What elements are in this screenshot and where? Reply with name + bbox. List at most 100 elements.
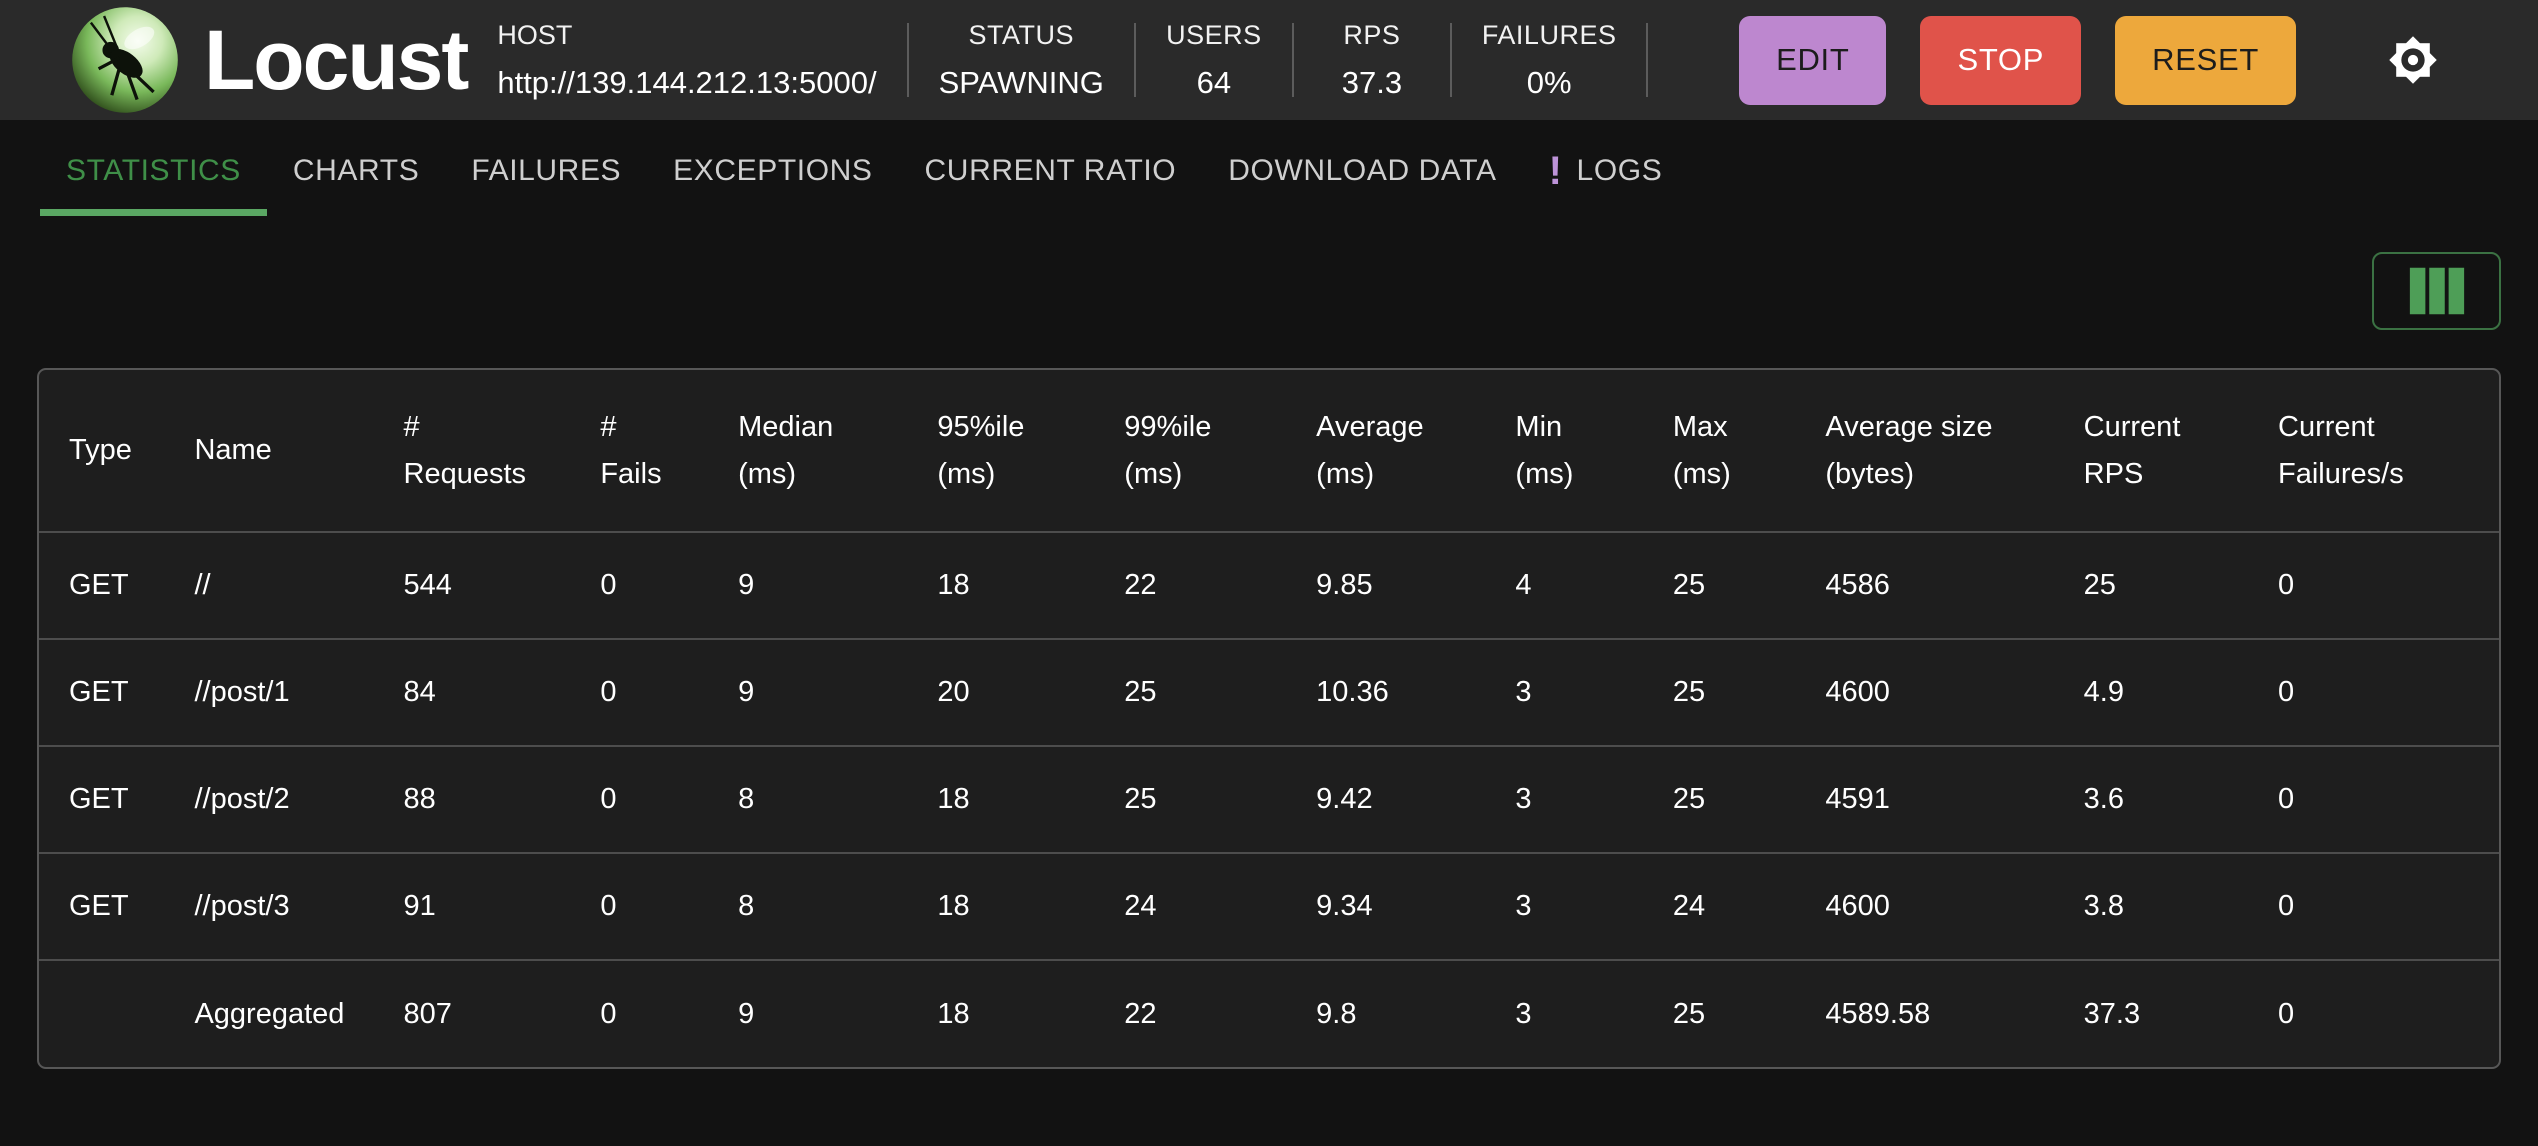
cell: 3: [1515, 783, 1532, 815]
col-header-average[interactable]: Average (ms): [1286, 370, 1485, 532]
tab-charts[interactable]: CHARTS: [267, 132, 445, 216]
col-header-line: 95%ile: [937, 410, 1025, 443]
cell: 0: [600, 890, 617, 922]
cell: 25: [1124, 676, 1157, 708]
users-value: 64: [1196, 64, 1232, 100]
divider: [906, 23, 909, 97]
rps-value: 37.3: [1341, 64, 1403, 100]
col-header-line: #: [403, 410, 420, 443]
col-header-current-rps[interactable]: Current RPS: [2054, 370, 2248, 532]
col-header-line: (ms): [937, 457, 996, 490]
col-header-line: RPS: [2083, 457, 2144, 490]
tab-current-ratio[interactable]: CURRENT RATIO: [899, 132, 1203, 216]
col-header-line: (ms): [1672, 457, 1731, 490]
locust-logo-icon: [72, 7, 178, 113]
cell: 4: [1515, 569, 1532, 601]
col-header-average-size[interactable]: Average size (bytes): [1795, 370, 2053, 532]
host-label: HOST: [497, 19, 573, 50]
col-header-requests[interactable]: # Requests: [374, 370, 571, 532]
cell: 4.9: [2083, 676, 2124, 708]
col-header-fails[interactable]: # Fails: [570, 370, 708, 532]
col-header-line: (bytes): [1825, 457, 1915, 490]
col-header-line: Average size: [1825, 410, 1993, 443]
col-header-line: Requests: [403, 457, 527, 490]
cell: 8: [738, 783, 755, 815]
tab-logs[interactable]: ! LOGS: [1523, 132, 1689, 216]
col-header-max[interactable]: Max (ms): [1643, 370, 1796, 532]
app-title: Locust: [204, 13, 469, 107]
col-header-name[interactable]: Name: [164, 370, 373, 532]
stat-label: FAILURES: [1481, 19, 1617, 50]
cell: 84: [403, 676, 436, 708]
stat-rps: RPS 37.3: [1324, 20, 1420, 101]
col-header-line: (ms): [1124, 457, 1183, 490]
brand-link[interactable]: Locust: [70, 5, 469, 115]
host-url: http://139.144.212.13:5000/: [497, 64, 877, 100]
cell: 0: [600, 569, 617, 601]
stat-failures: FAILURES 0%: [1482, 20, 1617, 101]
tab-label: LOGS: [1576, 153, 1663, 187]
divider: [1291, 23, 1294, 97]
reset-button[interactable]: RESET: [2115, 15, 2296, 105]
status-value: SPAWNING: [938, 64, 1104, 100]
col-header-line: Average: [1316, 410, 1424, 443]
cell: 4600: [1825, 676, 1890, 708]
col-header-line: Type: [69, 434, 132, 466]
cell: 91: [403, 890, 436, 922]
table-row: GET //post/2 88 0 8 18 25 9.42 3 25 4591…: [39, 746, 2499, 853]
tab-statistics[interactable]: STATISTICS: [40, 132, 267, 216]
cell: 25: [2083, 569, 2116, 601]
col-header-type[interactable]: Type: [39, 370, 164, 532]
cell: 0: [600, 676, 617, 708]
col-header-current-failures[interactable]: Current Failures/s: [2248, 370, 2499, 532]
view-columns-icon: [2409, 267, 2464, 315]
col-header-line: Min: [1515, 410, 1563, 443]
tab-exceptions[interactable]: EXCEPTIONS: [647, 132, 898, 216]
col-header-line: #: [600, 410, 617, 443]
cell-name: //post/2: [194, 783, 290, 815]
tab-label: FAILURES: [471, 153, 622, 187]
table-header: Type Name # Requests # Fails Median (ms) 95…: [39, 370, 2499, 532]
tab-failures[interactable]: FAILURES: [445, 132, 647, 216]
stat-label: RPS: [1343, 19, 1401, 50]
col-header-line: Name: [194, 434, 272, 466]
cell: 24: [1124, 890, 1157, 922]
cell-type: GET: [69, 890, 129, 922]
gear-icon: [2389, 36, 2437, 84]
tab-download-data[interactable]: DOWNLOAD DATA: [1202, 132, 1522, 216]
cell: 544: [403, 569, 452, 601]
settings-button[interactable]: [2384, 31, 2442, 89]
statistics-table-card: Type Name # Requests # Fails Median (ms) 95…: [37, 368, 2501, 1069]
col-header-line: Current: [2083, 410, 2181, 443]
cell-type: GET: [69, 783, 129, 815]
col-header-95ile[interactable]: 95%ile (ms): [907, 370, 1094, 532]
cell: 22: [1124, 569, 1157, 601]
table-row: GET // 544 0 9 18 22 9.85 4 25 4586 25 0: [39, 532, 2499, 639]
cell: 37.3: [2083, 997, 2141, 1030]
cell: 4591: [1825, 783, 1890, 815]
cell: 25: [1672, 676, 1706, 708]
edit-button[interactable]: EDIT: [1739, 15, 1887, 105]
cell: 4589.58: [1825, 997, 1931, 1030]
cell: 3.8: [2083, 890, 2124, 922]
cell: 18: [937, 997, 970, 1030]
header: Locust HOST http://139.144.212.13:5000/ …: [0, 0, 2538, 120]
cell: 25: [1124, 783, 1157, 815]
header-actions: EDIT STOP RESET: [1739, 15, 2296, 105]
cell: 9: [738, 676, 755, 708]
col-header-min[interactable]: Min (ms): [1485, 370, 1642, 532]
cell-type: GET: [69, 569, 129, 601]
col-header-median[interactable]: Median (ms): [708, 370, 907, 532]
col-header-99ile[interactable]: 99%ile (ms): [1094, 370, 1286, 532]
cell: 25: [1672, 569, 1706, 601]
cell: 24: [1672, 890, 1706, 922]
statistics-table: Type Name # Requests # Fails Median (ms) 95…: [39, 370, 2499, 1067]
table-row: GET //post/1 84 0 9 20 25 10.36 3 25 460…: [39, 639, 2499, 746]
tab-label: EXCEPTIONS: [673, 153, 873, 187]
stop-button[interactable]: STOP: [1920, 15, 2082, 105]
col-header-line: Current: [2278, 410, 2375, 443]
failures-value: 0%: [1526, 64, 1572, 100]
cell: 0: [2278, 676, 2295, 708]
cell: 88: [403, 783, 436, 815]
column-selector-button[interactable]: [2372, 252, 2501, 330]
